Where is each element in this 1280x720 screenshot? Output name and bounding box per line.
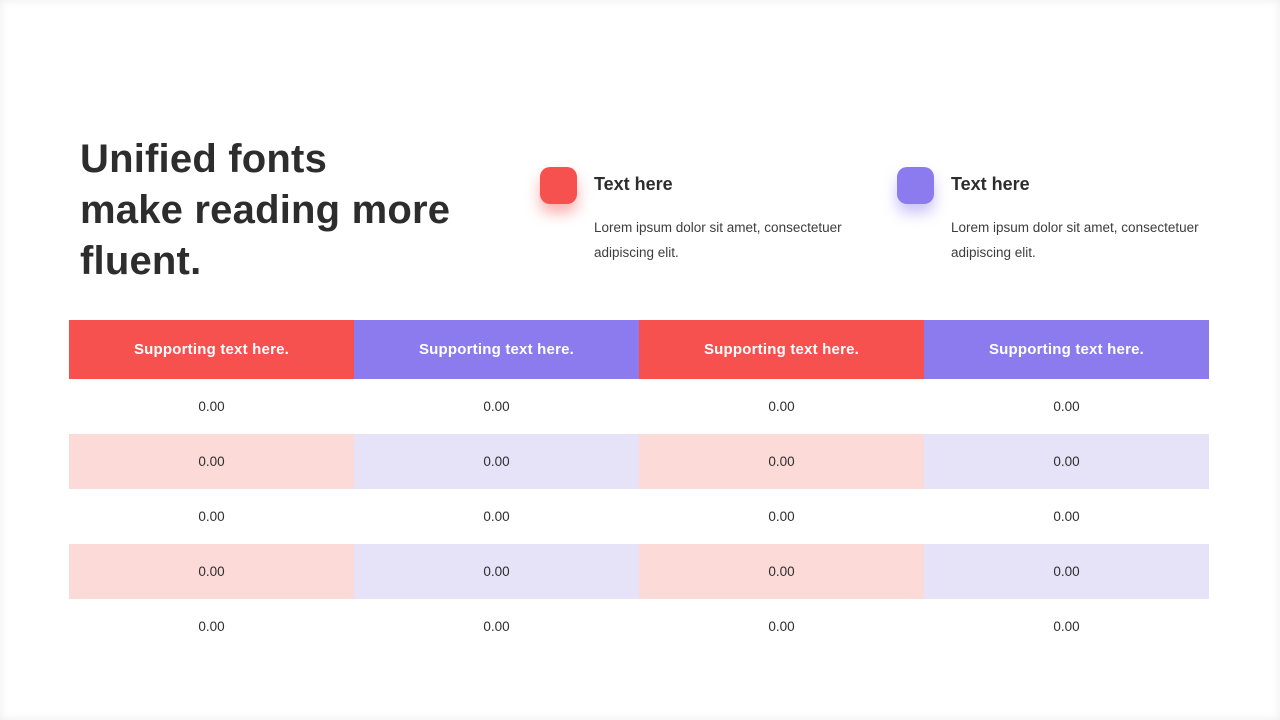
table-row: 0.00 0.00 0.00 0.00 (69, 544, 1209, 599)
page-title-line: Unified fonts (80, 137, 328, 181)
table-cell: 0.00 (924, 599, 1209, 654)
table-cell: 0.00 (924, 544, 1209, 599)
feature-description: Lorem ipsum dolor sit amet, consectetuer… (594, 220, 842, 260)
table-cell: 0.00 (354, 379, 639, 434)
table-row: 0.00 0.00 0.00 0.00 (69, 379, 1209, 434)
table-cell: 0.00 (639, 379, 924, 434)
table-cell: 0.00 (639, 489, 924, 544)
table-cell: 0.00 (924, 489, 1209, 544)
page-title-line: fluent. (80, 239, 202, 283)
table-cell: 0.00 (354, 434, 639, 489)
data-table: Supporting text here. Supporting text he… (69, 320, 1209, 654)
table-header-cell: Supporting text here. (639, 320, 924, 379)
red-rounded-square-icon (540, 167, 577, 204)
table-cell: 0.00 (354, 489, 639, 544)
table-cell: 0.00 (69, 434, 354, 489)
table-cell: 0.00 (69, 599, 354, 654)
table-cell: 0.00 (69, 489, 354, 544)
table-row: 0.00 0.00 0.00 0.00 (69, 599, 1209, 654)
feature-description: Lorem ipsum dolor sit amet, consectetuer… (951, 220, 1199, 260)
table-cell: 0.00 (639, 599, 924, 654)
table-cell: 0.00 (354, 544, 639, 599)
table-cell: 0.00 (69, 544, 354, 599)
table-cell: 0.00 (354, 599, 639, 654)
table-header-row: Supporting text here. Supporting text he… (69, 320, 1209, 379)
table-header-cell: Supporting text here. (354, 320, 639, 379)
purple-rounded-square-icon (897, 167, 934, 204)
table-cell: 0.00 (639, 544, 924, 599)
table-row: 0.00 0.00 0.00 0.00 (69, 434, 1209, 489)
table-cell: 0.00 (924, 379, 1209, 434)
table-header-cell: Supporting text here. (924, 320, 1209, 379)
table-cell: 0.00 (924, 434, 1209, 489)
table-header-cell: Supporting text here. (69, 320, 354, 379)
table-cell: 0.00 (69, 379, 354, 434)
page-title-line: make reading more (80, 188, 451, 232)
feature-title: Text here (594, 174, 673, 194)
page-title: Unified fonts make reading more fluent. (80, 134, 450, 287)
feature-title: Text here (951, 174, 1030, 194)
table-cell: 0.00 (639, 434, 924, 489)
table-row: 0.00 0.00 0.00 0.00 (69, 489, 1209, 544)
